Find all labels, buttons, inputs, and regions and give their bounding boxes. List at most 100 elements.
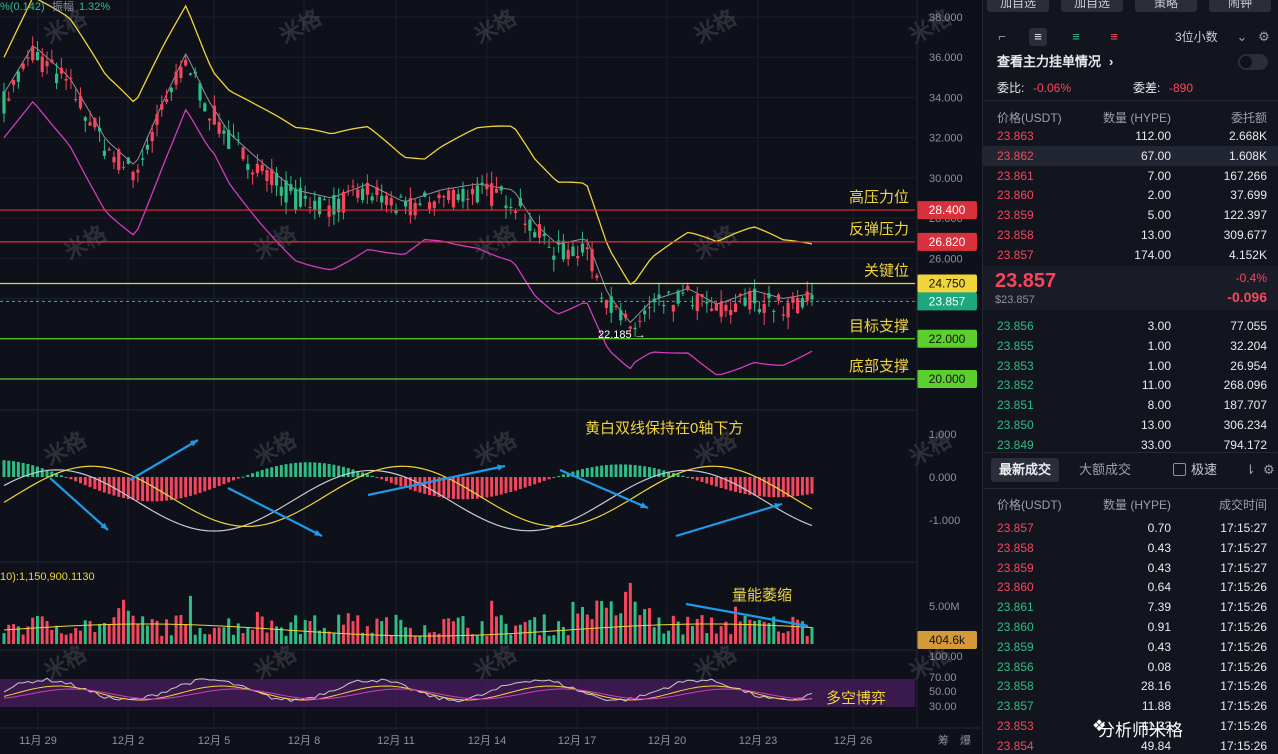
candle-body [590, 249, 594, 272]
volume-bar [499, 615, 503, 644]
macd-bar [112, 477, 116, 496]
watermark-text: 米格 [250, 640, 301, 684]
trend-arrow-head [640, 502, 648, 508]
depth-chart-icon[interactable]: ⌐ [998, 29, 1006, 44]
trade-row[interactable]: 23.856 0.08 17:15:26 [983, 657, 1278, 677]
trade-row[interactable]: 23.858 28.16 17:15:26 [983, 676, 1278, 696]
volume-bar [64, 634, 68, 644]
tab-latest-trades[interactable]: 最新成交 [991, 458, 1060, 482]
macd-bar [494, 477, 498, 496]
volume-bar [714, 633, 718, 644]
header-amount[interactable]: 委托额 [1230, 111, 1267, 125]
bid-row[interactable]: 23.849 33.00 794.172 [983, 435, 1278, 455]
macd-bar [557, 476, 561, 478]
gear-icon[interactable]: ⚙ [1263, 462, 1275, 477]
depth-title-row[interactable]: 查看主力挂单情况 › [983, 52, 1278, 72]
ask-amount: 4.152K [1228, 247, 1267, 262]
chart-area[interactable]: 米格 米格 米格 米格 米格 米格 米格 米格 米格 米格 米格 米格 米格 米格 米格 米格 米格 米格 米格 高压… [0, 0, 980, 754]
candle-body [274, 173, 279, 186]
top-button-3[interactable]: 策略 [1135, 0, 1197, 12]
macd-bar [466, 477, 470, 500]
volume-ma-line [3, 623, 813, 637]
ask-row[interactable]: 23.863 112.00 2.668K [983, 126, 1278, 146]
trade-qty: 7.39 [1147, 600, 1171, 615]
trade-qty: 0.91 [1147, 620, 1171, 634]
candle-body [719, 302, 723, 317]
trades-header: 价格(USDT) 数量 (HYPE) 成交时间 [983, 495, 1278, 515]
trade-row[interactable]: 23.858 0.43 17:15:27 [983, 538, 1278, 558]
candle-body [652, 298, 656, 303]
top-button-1[interactable]: 加自选 [987, 0, 1049, 12]
macd-bar [12, 461, 16, 477]
trade-row[interactable]: 23.861 7.39 17:15:26 [983, 597, 1278, 617]
header-qty[interactable]: 数量 (HYPE) [1102, 111, 1171, 125]
bids-only-icon[interactable]: ≡ [1072, 29, 1080, 44]
ask-row[interactable]: 23.858 13.00 309.677 [983, 225, 1278, 245]
candle-body [800, 298, 805, 308]
bid-row[interactable]: 23.852 11.00 268.096 [983, 375, 1278, 395]
bid-row[interactable]: 23.851 8.00 187.707 [983, 395, 1278, 415]
macd-bar [576, 470, 580, 477]
price-tag [917, 232, 977, 251]
macd-bar [585, 468, 589, 477]
asks-only-icon[interactable]: ≡ [1110, 29, 1118, 44]
ask-row[interactable]: 23.859 5.00 122.397 [983, 205, 1278, 225]
ask-row[interactable]: 23.861 7.00 167.266 [983, 166, 1278, 186]
both-sides-icon[interactable]: ≡ [1029, 28, 1047, 46]
candle-body [504, 205, 508, 208]
volume-bar [169, 635, 173, 644]
candle-body [78, 96, 83, 109]
bid-row[interactable]: 23.853 1.00 26.954 [983, 356, 1278, 376]
volume-bar [208, 634, 212, 644]
trade-time: 17:15:26 [1220, 679, 1267, 694]
gear-icon[interactable]: ⚙ [1258, 29, 1270, 44]
candle-body [786, 302, 790, 318]
volume-note: 量能萎缩 [732, 587, 792, 604]
macd-bar [198, 477, 202, 493]
volume-bar [514, 625, 518, 644]
candle-body [7, 98, 11, 101]
trade-row[interactable]: 23.857 0.70 17:15:27 [983, 518, 1278, 538]
macd-bar [2, 460, 6, 477]
candle-body [179, 66, 183, 79]
candle-body [255, 163, 259, 174]
top-button-4[interactable]: 闹钟 [1209, 0, 1271, 12]
boll-upper-line [3, 0, 813, 286]
macd-bar [762, 477, 766, 497]
trade-row[interactable]: 23.859 0.43 17:15:27 [983, 558, 1278, 578]
bid-row[interactable]: 23.856 3.00 77.055 [983, 316, 1278, 336]
volume-bar [447, 618, 451, 644]
ask-row[interactable]: 23.860 2.00 37.699 [983, 185, 1278, 205]
volume-bar [327, 631, 331, 644]
trade-row[interactable]: 23.854 49.84 17:15:26 [983, 736, 1278, 754]
trade-price: 23.861 [997, 600, 1034, 615]
bid-row[interactable]: 23.850 13.00 306.234 [983, 415, 1278, 435]
bid-row[interactable]: 23.855 1.00 32.204 [983, 336, 1278, 356]
depth-toggle[interactable] [1238, 54, 1268, 70]
macd-bar [667, 471, 671, 477]
top-button-2[interactable]: 加自选 [1061, 0, 1123, 12]
decimal-select[interactable]: 3位小数 [1175, 30, 1218, 44]
bid-qty: 8.00 [1147, 398, 1171, 413]
volume-bar [542, 614, 546, 644]
trade-row[interactable]: 23.853 11.32 17:15:26 [983, 716, 1278, 736]
trade-row[interactable]: 23.860 0.64 17:15:26 [983, 577, 1278, 597]
tab-big-trades[interactable]: 大额成交 [1079, 462, 1132, 477]
amplitude-value: 1.32% [79, 1, 110, 13]
speed-checkbox[interactable] [1173, 463, 1186, 476]
volume-bar [117, 608, 121, 644]
candle-body [585, 247, 589, 250]
trade-header-qty[interactable]: 数量 (HYPE) [1102, 498, 1171, 512]
ask-row[interactable]: 23.857 174.00 4.152K [983, 245, 1278, 265]
trade-row[interactable]: 23.860 0.91 17:15:26 [983, 617, 1278, 637]
ask-row[interactable]: 23.862 67.00 1.608K [983, 145, 1278, 166]
filter-icon[interactable]: ⇂ [1245, 462, 1256, 477]
trade-row[interactable]: 23.859 0.43 17:15:26 [983, 637, 1278, 657]
trade-row[interactable]: 23.857 11.88 17:15:26 [983, 696, 1278, 716]
candle-body [2, 91, 6, 114]
price-tag [917, 274, 977, 293]
volume-bar [270, 620, 274, 644]
chevron-down-icon[interactable]: ⌄ [1236, 29, 1248, 44]
candle-body [686, 285, 690, 290]
